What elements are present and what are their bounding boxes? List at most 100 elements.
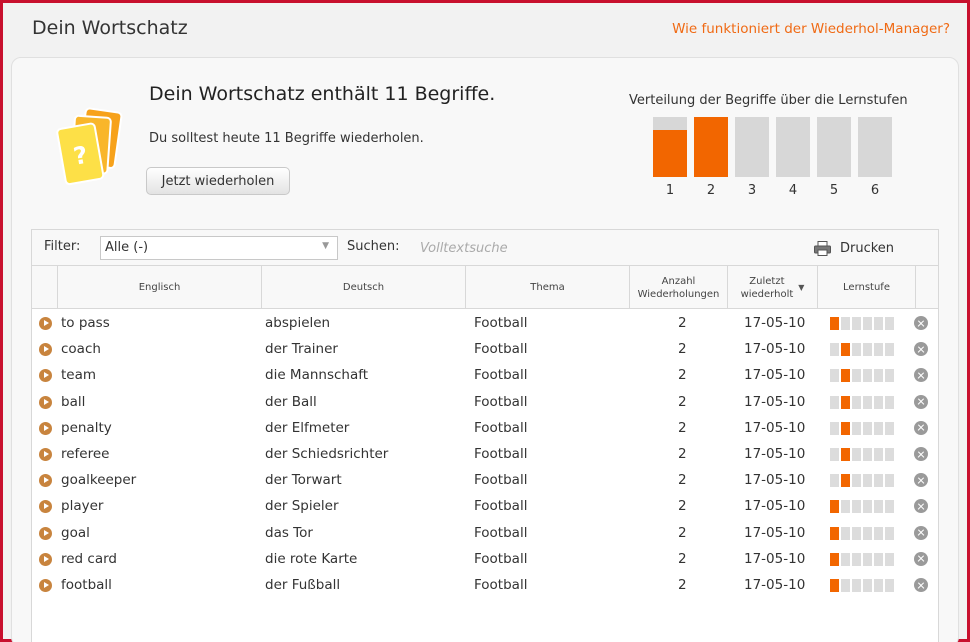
stage-label-5: 5 <box>829 183 839 198</box>
stage-segment-2 <box>841 448 850 461</box>
cell-last-repeated: 17-05-10 <box>744 446 806 462</box>
stage-segment-2 <box>841 343 850 357</box>
table-row: coach der Trainer Football 2 17-05-10 <box>32 336 938 362</box>
cell-topic: Football <box>474 446 528 462</box>
cell-repetitions: 2 <box>678 419 687 436</box>
cell-repetitions: 2 <box>678 446 687 462</box>
stage-segment-5 <box>874 579 883 592</box>
play-audio-icon[interactable] <box>39 317 52 330</box>
stage-segment-4 <box>863 317 872 330</box>
stage-segment-3 <box>852 579 861 592</box>
cell-english: ball <box>61 393 86 410</box>
delete-icon[interactable] <box>914 499 928 514</box>
stage-segment-6 <box>885 395 894 409</box>
col-header-repetitions[interactable]: Anzahl Wiederholungen <box>629 266 727 309</box>
play-audio-icon[interactable] <box>39 500 52 514</box>
stage-segment-2 <box>841 500 850 514</box>
delete-icon[interactable] <box>914 551 928 566</box>
stage-label-4: 4 <box>788 183 798 198</box>
search-label: Suchen: <box>347 239 400 254</box>
delete-icon[interactable] <box>914 525 928 540</box>
delete-icon[interactable] <box>914 420 928 435</box>
cell-topic: Football <box>474 367 528 384</box>
cell-german: der Spieler <box>265 498 339 515</box>
search-input[interactable] <box>416 236 616 260</box>
delete-icon[interactable] <box>914 447 928 461</box>
play-audio-icon[interactable] <box>39 448 52 461</box>
col-header-english[interactable]: Englisch <box>57 266 261 309</box>
printer-icon <box>814 240 831 256</box>
dropdown-arrow-icon: ▼ <box>322 241 329 251</box>
stage-segment-6 <box>885 552 894 566</box>
play-audio-icon[interactable] <box>39 474 52 488</box>
delete-icon[interactable] <box>914 394 928 409</box>
stage-segment-3 <box>852 395 861 409</box>
stage-segment-3 <box>852 317 861 330</box>
stage-segment-2 <box>841 474 850 488</box>
cell-last-repeated: 17-05-10 <box>744 498 806 515</box>
filter-selected-value: Alle (-) <box>105 240 149 255</box>
col-header-repetitions-line2: Wiederholungen <box>637 288 720 300</box>
stage-label-3: 3 <box>747 183 757 198</box>
col-header-topic[interactable]: Thema <box>465 266 629 309</box>
stage-segment-5 <box>874 500 883 514</box>
delete-icon[interactable] <box>914 342 928 357</box>
cell-german: der Ball <box>265 393 317 410</box>
delete-icon[interactable] <box>914 368 928 383</box>
cell-english: referee <box>61 446 110 462</box>
stage-indicator <box>830 526 898 540</box>
delete-icon[interactable] <box>914 578 928 592</box>
cell-german: die Mannschaft <box>265 367 369 384</box>
play-audio-icon[interactable] <box>39 552 52 566</box>
table-row: football der Fußball Football 2 17-05-10 <box>32 572 938 598</box>
filter-select[interactable]: Alle (-) ▼ <box>100 236 338 260</box>
review-now-button[interactable]: Jetzt wiederholen <box>146 167 290 195</box>
stage-label-6: 6 <box>870 183 880 198</box>
stage-bar-2 <box>694 117 728 177</box>
stage-indicator <box>830 395 898 409</box>
col-header-german[interactable]: Deutsch <box>261 266 465 309</box>
stage-label-2: 2 <box>706 183 716 198</box>
stage-segment-2 <box>841 552 850 566</box>
play-audio-icon[interactable] <box>39 526 52 540</box>
play-audio-icon[interactable] <box>39 579 52 592</box>
stage-segment-1 <box>830 500 839 514</box>
vocabulary-count-headline: Dein Wortschatz enthält 11 Begriffe. <box>149 83 496 105</box>
stage-segment-3 <box>852 448 861 461</box>
cell-german: der Fußball <box>265 577 341 593</box>
stage-segment-1 <box>830 421 839 435</box>
play-audio-icon[interactable] <box>39 395 52 409</box>
col-header-last-repeated[interactable]: Zuletzt wiederholt ▼ <box>727 266 817 309</box>
sort-desc-icon: ▼ <box>798 283 805 292</box>
stage-segment-4 <box>863 369 872 383</box>
play-audio-icon[interactable] <box>39 421 52 435</box>
stage-indicator <box>830 474 898 488</box>
print-button[interactable]: Drucken <box>814 236 894 260</box>
cell-english: penalty <box>61 419 112 436</box>
cell-german: die rote Karte <box>265 550 358 567</box>
cell-topic: Football <box>474 550 528 567</box>
cell-last-repeated: 17-05-10 <box>744 315 806 331</box>
delete-icon[interactable] <box>914 316 928 330</box>
table-row: ball der Ball Football 2 17-05-10 <box>32 389 938 415</box>
play-audio-icon[interactable] <box>39 369 52 383</box>
stage-segment-4 <box>863 448 872 461</box>
help-link[interactable]: Wie funktioniert der Wiederhol-Manager? <box>672 21 950 37</box>
stage-segment-4 <box>863 474 872 488</box>
stage-segment-2 <box>841 395 850 409</box>
cell-german: das Tor <box>265 524 313 541</box>
play-audio-icon[interactable] <box>39 343 52 357</box>
col-header-stage[interactable]: Lernstufe <box>817 266 915 309</box>
stage-indicator <box>830 317 898 330</box>
stage-segment-4 <box>863 552 872 566</box>
stage-bar-fill-2 <box>694 117 728 177</box>
stage-segment-6 <box>885 500 894 514</box>
stage-segment-4 <box>863 579 872 592</box>
stage-segment-2 <box>841 317 850 330</box>
stage-segment-6 <box>885 579 894 592</box>
col-header-repetitions-line1: Anzahl <box>661 275 696 287</box>
stage-segment-6 <box>885 421 894 435</box>
cell-topic: Football <box>474 393 528 410</box>
delete-icon[interactable] <box>914 473 928 488</box>
stage-label-1: 1 <box>665 183 675 198</box>
